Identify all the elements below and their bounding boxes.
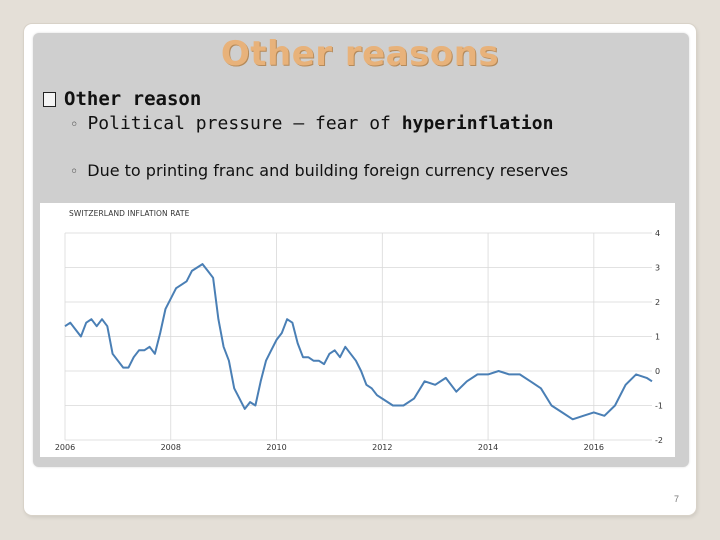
bullet-label: Other reason (64, 88, 202, 110)
inflation-chart: SWITZERLAND INFLATION RATE 4 3 2 1 0 -1 -2 2006… (40, 203, 675, 457)
y-tick-label: 3 (655, 264, 660, 273)
series-line (64, 263, 653, 421)
x-tick-label: 2008 (161, 443, 181, 452)
checkbox-icon (43, 91, 56, 107)
slide-number: 7 (674, 494, 680, 504)
y-tick-label: 0 (655, 367, 660, 376)
y-tick-label: 2 (655, 298, 660, 307)
sub-bullet-printing: ◦ Due to printing franc and building fore… (70, 161, 568, 180)
y-tick-label: -1 (655, 402, 663, 411)
slide-title: Other reasons (220, 34, 500, 74)
y-tick-label: -2 (655, 436, 663, 445)
x-tick-label: 2014 (478, 443, 498, 452)
sub-bullet-emphasis: hyperinflation (401, 113, 554, 134)
chart-svg: 4 3 2 1 0 -1 -2 2006 2008 2010 2012 2014 2016 (55, 229, 663, 452)
bullet-other-reason: Other reason (43, 88, 201, 110)
chart-title: SWITZERLAND INFLATION RATE (69, 209, 190, 218)
circle-bullet-icon: ◦ (70, 164, 79, 180)
x-tick-label: 2006 (55, 443, 75, 452)
circle-bullet-icon: ◦ (70, 117, 79, 133)
sub-bullet-text: Political pressure – fear of (87, 113, 402, 134)
x-tick-label: 2016 (584, 443, 604, 452)
sub-bullet-political: ◦ Political pressure – fear of hyperinfla… (70, 113, 553, 134)
x-tick-label: 2010 (266, 443, 286, 452)
y-tick-label: 1 (655, 333, 660, 342)
sub-bullet-text: Due to printing franc and building forei… (87, 161, 569, 180)
x-tick-label: 2012 (372, 443, 392, 452)
y-tick-label: 4 (655, 229, 660, 238)
